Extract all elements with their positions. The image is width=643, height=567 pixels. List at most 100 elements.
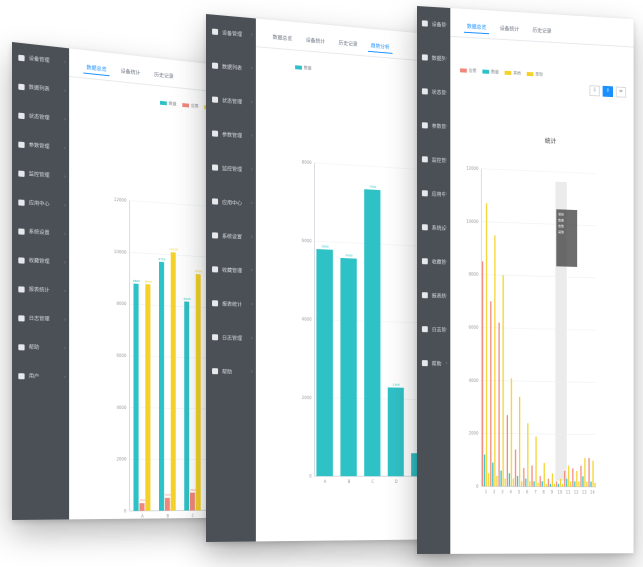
bar[interactable] — [171, 252, 176, 510]
bar[interactable] — [505, 478, 506, 486]
bar[interactable] — [513, 479, 514, 487]
sidebar-item[interactable]: 报表统计 › — [12, 274, 69, 306]
bar[interactable] — [490, 301, 491, 486]
bar[interactable] — [503, 275, 504, 486]
legend-item[interactable]: 告警 — [182, 102, 198, 109]
bar[interactable] — [550, 484, 551, 487]
bar[interactable] — [184, 301, 189, 510]
bar[interactable] — [592, 461, 593, 487]
bar[interactable] — [388, 387, 404, 476]
bar[interactable] — [558, 484, 559, 487]
sidebar-item[interactable]: 系统设置 › — [12, 216, 69, 248]
bar[interactable] — [562, 484, 563, 487]
sidebar-item[interactable]: 用户 › — [12, 361, 69, 391]
bar[interactable] — [570, 481, 571, 486]
tab[interactable]: 历史记录 — [530, 25, 555, 38]
sidebar-item[interactable]: 状态管理 › — [206, 82, 256, 120]
bar[interactable] — [515, 450, 516, 487]
sidebar-item[interactable]: 应用中心 › — [12, 187, 69, 220]
bar[interactable] — [492, 463, 493, 487]
tab[interactable]: 数据总览 — [83, 62, 109, 77]
bar[interactable] — [588, 458, 589, 487]
bar[interactable] — [586, 482, 587, 487]
sidebar-item[interactable]: 日志管理 › — [206, 320, 256, 355]
bar[interactable] — [486, 203, 487, 486]
sidebar-item[interactable]: 系统设置 › — [417, 210, 450, 245]
bar[interactable] — [580, 466, 581, 487]
bar[interactable] — [564, 471, 565, 487]
bar[interactable] — [560, 479, 561, 487]
legend-item[interactable]: 其他 — [505, 70, 521, 77]
sidebar-item[interactable]: 参数管理 › — [12, 129, 69, 163]
tab[interactable]: 历史记录 — [151, 69, 176, 83]
toolbar-button[interactable]: ⇩ — [589, 85, 599, 96]
tab[interactable]: 趋势分析 — [368, 40, 392, 54]
bar[interactable] — [584, 458, 585, 487]
bar[interactable] — [498, 323, 499, 487]
bar[interactable] — [488, 473, 489, 486]
bar[interactable] — [133, 284, 138, 511]
sidebar-item[interactable]: 收藏管理 › — [12, 245, 69, 277]
sidebar-item[interactable]: 报表统计 › — [417, 278, 450, 313]
bar[interactable] — [572, 468, 573, 486]
bar[interactable] — [511, 378, 512, 486]
bar[interactable] — [340, 258, 356, 476]
sidebar-item[interactable]: 监控管理 › — [12, 158, 69, 191]
bar[interactable] — [190, 493, 195, 511]
bar[interactable] — [527, 423, 528, 486]
tab[interactable]: 设备统计 — [303, 34, 328, 48]
sidebar-item[interactable]: 帮助 › — [417, 346, 450, 381]
bar[interactable] — [533, 481, 534, 486]
bar[interactable] — [540, 476, 541, 487]
sidebar-item[interactable]: 报表统计 › — [206, 286, 256, 322]
legend-item[interactable]: 类型 — [527, 71, 543, 78]
bar[interactable] — [535, 437, 536, 487]
sidebar-item[interactable]: 收藏管理 › — [206, 252, 256, 288]
bar[interactable] — [159, 262, 164, 511]
bar[interactable] — [537, 483, 538, 487]
bar[interactable] — [484, 455, 485, 487]
sidebar-item[interactable]: 设备管理 › — [417, 6, 450, 42]
bar[interactable] — [496, 476, 497, 487]
toolbar-button[interactable]: ⇧ — [603, 86, 613, 97]
bar[interactable] — [364, 189, 380, 476]
sidebar-item[interactable]: 监控管理 › — [417, 142, 450, 177]
bar[interactable] — [568, 466, 569, 487]
bar[interactable] — [590, 482, 591, 487]
bar[interactable] — [554, 484, 555, 487]
sidebar-item[interactable]: 状态管理 › — [417, 74, 450, 110]
bar[interactable] — [594, 483, 595, 487]
bar[interactable] — [500, 471, 501, 487]
bar[interactable] — [542, 481, 543, 486]
sidebar-item[interactable]: 收藏管理 › — [417, 244, 450, 279]
bar[interactable] — [578, 481, 579, 486]
bar[interactable] — [548, 479, 549, 487]
bar[interactable] — [509, 473, 510, 486]
bar[interactable] — [521, 481, 522, 486]
bar[interactable] — [165, 498, 170, 511]
tab[interactable]: 设备统计 — [497, 23, 522, 36]
tab[interactable]: 设备统计 — [118, 65, 144, 79]
bar[interactable] — [552, 473, 553, 486]
sidebar-item[interactable]: 帮助 › — [206, 354, 256, 389]
bar[interactable] — [576, 471, 577, 487]
bar[interactable] — [196, 274, 201, 510]
bar[interactable] — [531, 465, 532, 486]
sidebar-item[interactable]: 帮助 › — [12, 332, 69, 363]
legend-item[interactable]: 数量 — [160, 100, 177, 107]
bar[interactable] — [316, 249, 333, 476]
tab[interactable]: 数据总览 — [464, 21, 489, 34]
legend-item[interactable]: 数量 — [295, 64, 311, 71]
toolbar-button[interactable]: ≡ — [616, 87, 626, 98]
bar[interactable] — [145, 284, 150, 511]
sidebar-item[interactable]: 数据列表 › — [417, 40, 450, 76]
sidebar-item[interactable]: 系统设置 › — [206, 218, 256, 254]
bar[interactable] — [529, 481, 530, 486]
bar[interactable] — [525, 479, 526, 487]
legend-item[interactable]: 数量 — [482, 69, 498, 76]
bar[interactable] — [507, 415, 508, 486]
bar[interactable] — [482, 261, 483, 486]
sidebar-item[interactable]: 参数管理 › — [206, 116, 256, 153]
bar[interactable] — [544, 463, 545, 487]
sidebar-item[interactable]: 数据列表 › — [206, 48, 256, 86]
